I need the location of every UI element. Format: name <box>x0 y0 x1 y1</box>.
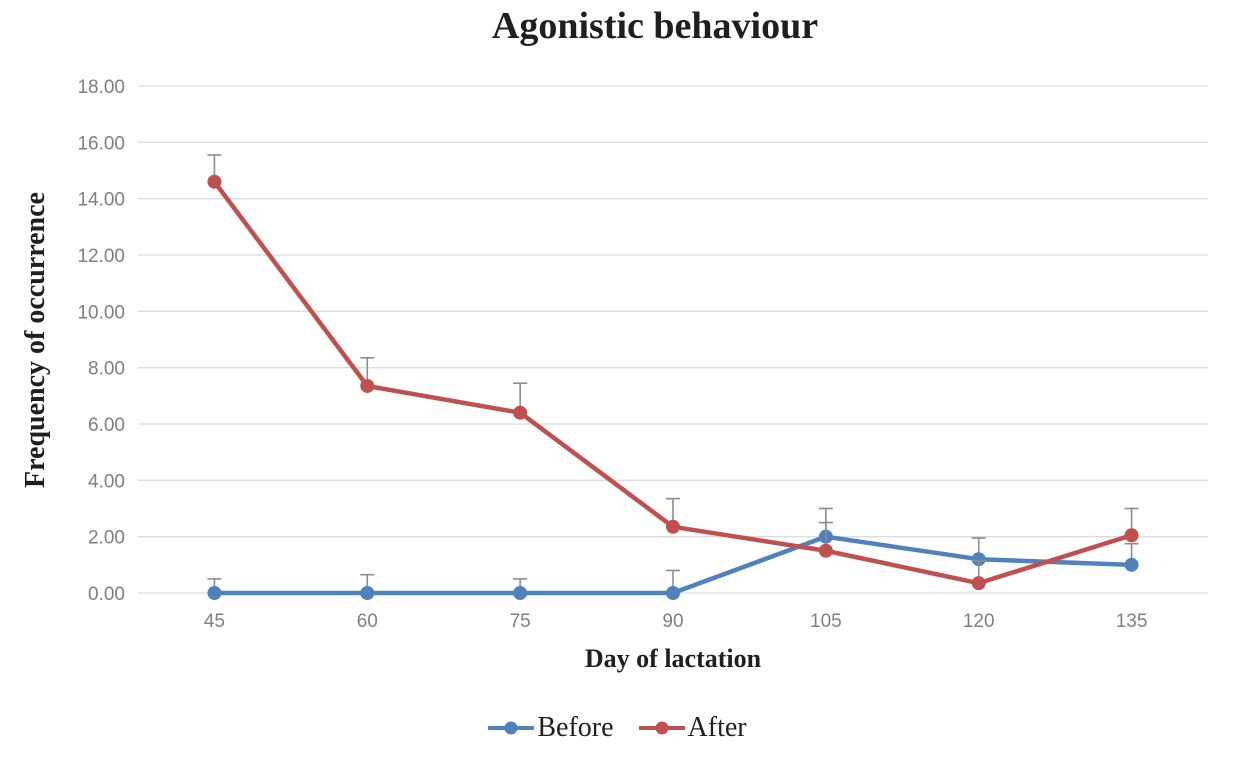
y-tick-label: 18.00 <box>77 77 125 98</box>
legend-item-after: After <box>638 712 747 744</box>
data-point-marker-before <box>207 586 222 600</box>
x-tick-label: 135 <box>1116 611 1148 632</box>
legend-item-before: Before <box>487 712 614 744</box>
data-point-marker-after <box>1124 528 1139 543</box>
y-tick-label: 2.00 <box>88 528 125 549</box>
data-point-marker-after <box>207 174 222 189</box>
y-tick-label: 0.00 <box>88 584 125 605</box>
legend: Before After <box>0 712 1234 744</box>
data-point-marker-after <box>971 576 986 591</box>
y-tick-label: 6.00 <box>88 415 125 436</box>
data-point-marker-after <box>666 519 680 534</box>
y-tick-label: 8.00 <box>88 359 125 380</box>
data-point-marker-before <box>360 586 375 600</box>
x-tick-label: 105 <box>810 611 842 632</box>
data-point-marker-after <box>818 543 833 558</box>
data-point-marker-before <box>666 586 680 600</box>
after-series-marker-icon <box>638 721 685 735</box>
y-tick-label: 10.00 <box>77 302 125 323</box>
data-point-marker-before <box>971 552 986 567</box>
data-point-marker-before <box>1124 557 1139 572</box>
y-tick-label: 4.00 <box>88 471 125 492</box>
x-tick-label: 60 <box>357 611 378 632</box>
x-tick-label: 75 <box>510 611 531 632</box>
x-tick-label: 120 <box>963 611 995 632</box>
chart-title: Agonistic behaviour <box>491 5 819 47</box>
y-tick-label: 16.00 <box>77 133 125 154</box>
data-point-marker-before <box>513 586 528 600</box>
data-point-marker-after <box>360 378 375 393</box>
before-series-marker-icon <box>488 721 535 735</box>
x-tick-label: 45 <box>204 611 225 632</box>
x-axis-title: Day of lactation <box>584 644 762 673</box>
y-tick-label: 14.00 <box>77 190 125 211</box>
x-tick-label: 90 <box>662 611 683 632</box>
legend-label-after: After <box>687 712 747 743</box>
data-point-marker-after <box>513 405 528 420</box>
legend-label-before: Before <box>537 712 614 743</box>
y-tick-label: 12.00 <box>77 246 125 267</box>
